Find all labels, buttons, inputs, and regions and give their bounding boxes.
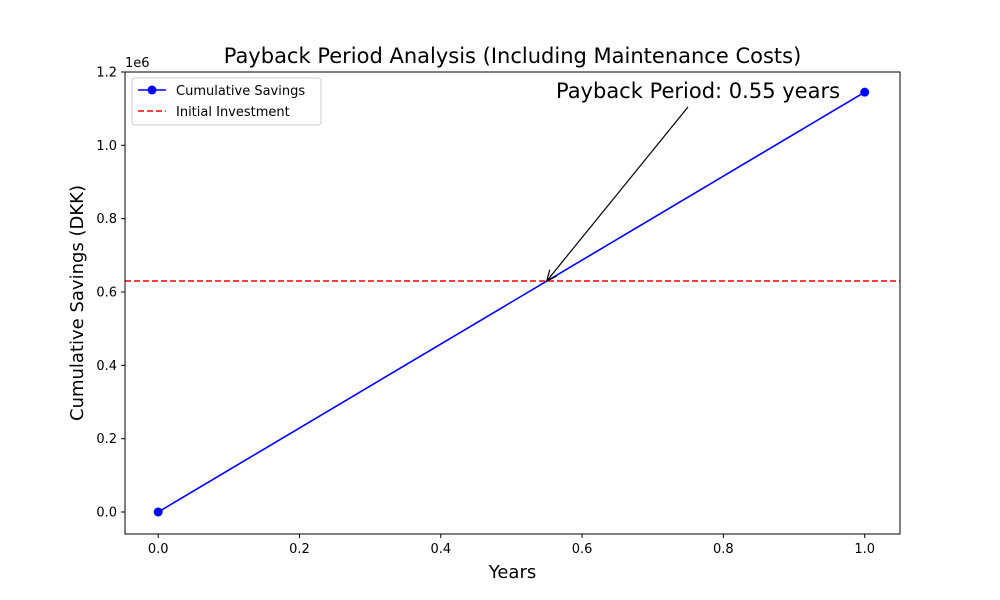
x-tick-label: 0.4 bbox=[430, 542, 451, 557]
chart-title: Payback Period Analysis (Including Maint… bbox=[224, 44, 802, 68]
y-tick-label: 0.8 bbox=[96, 212, 117, 227]
y-tick-label: 1.0 bbox=[96, 139, 117, 154]
legend-label-initial-investment: Initial Investment bbox=[176, 105, 290, 120]
plot-content bbox=[125, 87, 900, 517]
y-offset-label: 1e6 bbox=[125, 56, 150, 71]
payback-annotation: Payback Period: 0.55 years bbox=[547, 79, 840, 281]
data-point bbox=[153, 507, 163, 517]
x-tick-label: 0.6 bbox=[572, 542, 593, 557]
x-tick-label: 1.0 bbox=[854, 542, 875, 557]
x-tick-label: 0.0 bbox=[148, 542, 169, 557]
annotation-text: Payback Period: 0.55 years bbox=[556, 79, 840, 103]
y-tick-label: 0.6 bbox=[96, 286, 117, 301]
legend-box bbox=[131, 77, 322, 126]
axis-ticks: 0.0 0.2 0.4 0.6 0.8 1.0 0.0 0.2 0.4 0.6 0.8 1.0 1.2 bbox=[96, 66, 875, 558]
x-tick-label: 0.2 bbox=[289, 542, 310, 557]
legend-marker-cumulative-savings bbox=[147, 85, 157, 95]
plot-frame bbox=[124, 71, 901, 535]
x-axis-label: Years bbox=[488, 562, 537, 583]
annotation-arrow bbox=[547, 106, 689, 281]
y-axis-label: Cumulative Savings (DKK) bbox=[67, 185, 88, 421]
data-point bbox=[860, 87, 870, 97]
y-tick-label: 0.2 bbox=[96, 432, 117, 447]
x-tick-label: 0.8 bbox=[713, 542, 734, 557]
y-tick-label: 0.4 bbox=[96, 359, 117, 374]
legend: Cumulative Savings Initial Investment bbox=[131, 77, 322, 126]
y-tick-label: 1.2 bbox=[96, 66, 117, 81]
legend-label-cumulative-savings: Cumulative Savings bbox=[176, 84, 305, 99]
series-line-cumulative-savings bbox=[157, 91, 866, 513]
y-tick-label: 0.0 bbox=[96, 506, 117, 521]
